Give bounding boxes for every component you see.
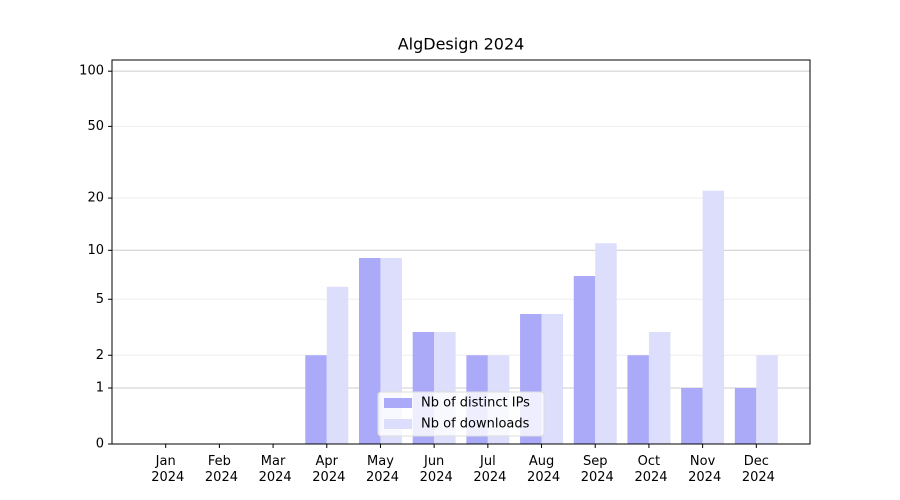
bar: [305, 355, 327, 444]
x-tick-label: Jun 2024: [416, 454, 453, 485]
y-tick-label: 5: [96, 292, 104, 307]
x-tick-label: Apr 2024: [308, 454, 345, 485]
y-tick-label: 0: [96, 437, 104, 452]
bar: [627, 355, 649, 444]
bar: [358, 257, 381, 444]
bar: [595, 243, 617, 444]
legend-label: Nb of downloads: [421, 417, 530, 432]
x-tick-label: Aug 2024: [523, 454, 560, 485]
y-tick-label: 1: [96, 381, 104, 396]
bar: [648, 332, 671, 444]
x-tick-label: Feb 2024: [201, 454, 238, 485]
plot-frame: [111, 59, 811, 445]
legend-swatch: [384, 419, 412, 429]
legend-box: [377, 391, 545, 437]
x-tick-label: Jan 2024: [147, 454, 184, 485]
x-tick-label: May 2024: [362, 454, 399, 485]
x-tick-label: Dec 2024: [738, 454, 775, 485]
y-tick-label: 100: [79, 64, 104, 79]
bar: [756, 355, 778, 444]
x-tick-label: Oct 2024: [630, 454, 667, 485]
legend-label: Nb of distinct IPs: [421, 396, 530, 411]
bar: [573, 276, 596, 444]
y-tick-label: 2: [96, 348, 104, 363]
chart-title: AlgDesign 2024: [398, 35, 525, 54]
legend-swatch: [384, 398, 412, 408]
x-tick-label: Jul 2024: [469, 454, 506, 485]
x-tick-label: Nov 2024: [684, 454, 721, 485]
y-tick-label: 10: [87, 243, 104, 258]
x-tick-label: Mar 2024: [254, 454, 291, 485]
y-tick-label: 20: [87, 191, 104, 206]
bar: [734, 388, 757, 444]
y-tick-label: 50: [87, 119, 104, 134]
bar: [326, 286, 349, 444]
x-tick-label: Sep 2024: [577, 454, 614, 485]
bar: [681, 388, 703, 444]
bar: [541, 313, 564, 444]
bar: [702, 190, 725, 444]
